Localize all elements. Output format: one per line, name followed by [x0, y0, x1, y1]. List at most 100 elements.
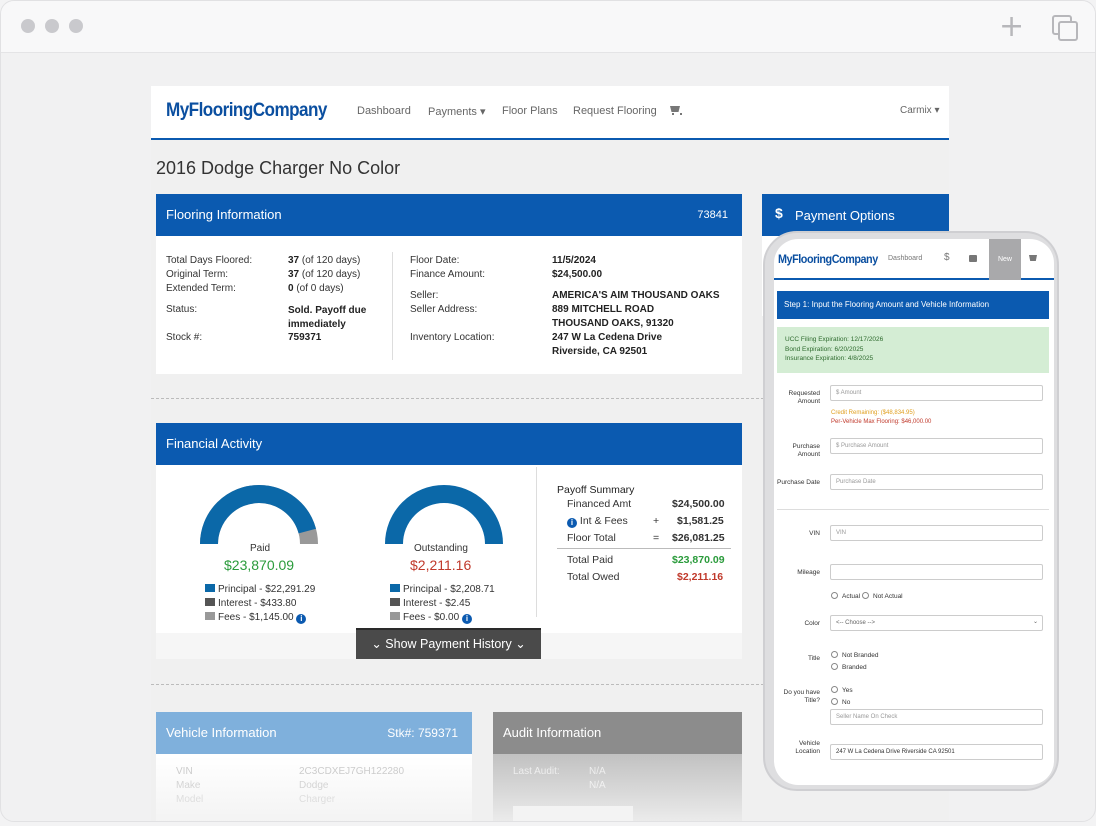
top-nav: MyFlooringCompany Dashboard Payments ▾ F…: [151, 86, 949, 140]
not-actual-radio[interactable]: Not Actual: [862, 592, 903, 600]
payoff-value: $1,581.25: [677, 515, 724, 527]
nav-floor-plans[interactable]: Floor Plans: [502, 105, 558, 117]
value-finance-amount: $24,500.00: [552, 269, 603, 280]
max-flooring: Per-Vehicle Max Flooring: $46,000.00: [831, 419, 932, 425]
payoff-op: =: [653, 532, 660, 544]
window-dot-icon[interactable]: [45, 19, 59, 33]
cart-icon[interactable]: [669, 105, 682, 115]
value-extended-term: 0 (of 0 days): [288, 283, 344, 294]
not-branded-radio[interactable]: Not Branded: [831, 651, 879, 659]
value-inventory-location-2: Riverside, CA 92501: [552, 346, 648, 357]
user-menu[interactable]: Carmix ▾: [900, 105, 940, 116]
info-icon[interactable]: i: [461, 614, 472, 624]
form-divider: [777, 509, 1049, 510]
paid-gauge: [200, 485, 318, 545]
vin-value: 2C3CDXEJ7GH122280: [299, 766, 405, 777]
legend-item: Principal - $2,208.71: [390, 583, 495, 597]
bond-expiration: Bond Expiration: 6/20/2025: [785, 345, 864, 353]
vin-label: VIN: [176, 766, 193, 777]
requested-amount-label: Requested Amount: [788, 390, 820, 405]
label-floor-date: Floor Date:: [410, 255, 460, 266]
payoff-label: Financed Amt: [567, 498, 632, 510]
cart-icon[interactable]: [1029, 255, 1037, 261]
no-radio[interactable]: No: [831, 698, 850, 706]
audit-info-header: Audit Information: [493, 712, 742, 754]
flooring-info-title: Flooring Information: [166, 207, 282, 222]
payoff-op: +: [653, 515, 660, 527]
insurance-expiration: Insurance Expiration: 4/8/2025: [785, 355, 874, 362]
purchase-date-label: Purchase Date: [777, 479, 820, 486]
last-audit-label: Last Audit:: [513, 766, 560, 777]
expiration-alert: UCC Filing Expiration: 12/17/2026 Bond E…: [777, 327, 1049, 373]
label-extended-term: Extended Term:: [166, 283, 236, 294]
copy-window-icon[interactable]: [1051, 14, 1078, 41]
label-stock: Stock #:: [166, 332, 203, 343]
payoff-label: i Int & Fees: [567, 515, 628, 528]
chevron-down-icon: ⌄: [371, 637, 382, 651]
purchase-amount-input[interactable]: $ Purchase Amount: [830, 438, 1043, 454]
phone-mockup: MyFlooringCompany Dashboard $ New Step 1…: [763, 231, 1059, 791]
value-total-days: 37 (of 120 days): [288, 255, 361, 266]
payoff-value: $26,081.25: [672, 532, 725, 544]
new-tab-plus-icon[interactable]: +: [999, 9, 1025, 44]
phone-nav-dashboard[interactable]: Dashboard: [888, 255, 923, 262]
purchase-date-input[interactable]: Purchase Date: [830, 474, 1043, 490]
info-icon[interactable]: i: [296, 614, 307, 624]
financial-activity-header: Financial Activity: [156, 423, 742, 465]
color-select-value: <-- Choose -->: [836, 620, 876, 626]
yes-radio[interactable]: Yes: [831, 686, 853, 694]
legend-item: Principal - $22,291.29: [205, 583, 315, 597]
branded-radio[interactable]: Branded: [831, 663, 867, 671]
interest-swatch: [390, 598, 400, 606]
label-original-term: Original Term:: [166, 269, 229, 280]
phone-nav-dollar-icon[interactable]: $: [944, 252, 950, 263]
nav-payments[interactable]: Payments ▾: [428, 106, 486, 118]
payoff-summary-title: Payoff Summary: [557, 484, 635, 496]
value-seller-address-2: THOUSAND OAKS, 91320: [552, 318, 674, 329]
audit-button[interactable]: [513, 806, 633, 821]
step-header: Step 1: Input the Flooring Amount and Ve…: [777, 291, 1049, 319]
payment-options-card[interactable]: $ Payment Options: [762, 194, 949, 236]
ucc-expiration: UCC Filing Expiration: 12/17/2026: [785, 336, 884, 343]
seller-name-input[interactable]: Seller Name On Check: [830, 709, 1043, 725]
audit-info-title: Audit Information: [503, 725, 602, 740]
requested-amount-input[interactable]: $ Amount: [830, 385, 1043, 401]
vehicle-location-input[interactable]: 247 W La Cedena Drive Riverside CA 92501: [830, 744, 1043, 760]
phone-nav-new[interactable]: New: [989, 239, 1021, 280]
outstanding-legend: Principal - $2,208.71 Interest - $2.45 F…: [390, 583, 495, 625]
site-logo[interactable]: MyFlooringCompany: [166, 100, 327, 121]
fees-swatch: [390, 612, 400, 620]
model-label: Model: [176, 794, 204, 805]
mileage-input[interactable]: [830, 564, 1043, 580]
fees-swatch: [205, 612, 215, 620]
flooring-info-card: Flooring Information 73841 Total Days Fl…: [156, 194, 742, 374]
show-payment-history-button[interactable]: ⌄ Show Payment History ⌄: [356, 628, 541, 659]
flooring-id: 73841: [697, 209, 728, 221]
total-paid-label: Total Paid: [567, 554, 614, 566]
legend-item: Interest - $433.80: [205, 597, 315, 611]
label-status: Status:: [166, 304, 198, 315]
vehicle-stock: Stk#: 759371: [387, 726, 458, 740]
divider: [536, 467, 537, 617]
legend-item: Fees - $1,145.00 i: [205, 611, 315, 625]
flooring-info-header: Flooring Information 73841: [156, 194, 742, 236]
window-dot-icon[interactable]: [69, 19, 83, 33]
actual-radio[interactable]: Actual: [831, 592, 860, 600]
window-dot-icon[interactable]: [21, 19, 35, 33]
info-icon[interactable]: i: [567, 518, 577, 528]
vin-input[interactable]: VIN: [830, 525, 1043, 541]
color-select[interactable]: <-- Choose --> ⌄: [830, 615, 1043, 631]
nav-dashboard[interactable]: Dashboard: [357, 105, 411, 117]
briefcase-icon[interactable]: [969, 255, 977, 262]
phone-logo[interactable]: MyFlooringCompany: [778, 252, 878, 266]
outstanding-label: Outstanding: [414, 543, 468, 554]
total-owed-label: Total Owed: [567, 571, 620, 583]
total-paid-value: $23,870.09: [672, 554, 725, 566]
color-label: Color: [804, 620, 820, 627]
chevron-down-icon: ⌄: [1032, 619, 1038, 625]
audit-value: N/A: [589, 780, 606, 791]
nav-request-flooring[interactable]: Request Flooring: [573, 105, 657, 117]
section-divider: [151, 684, 949, 685]
label-seller: Seller:: [410, 290, 439, 301]
